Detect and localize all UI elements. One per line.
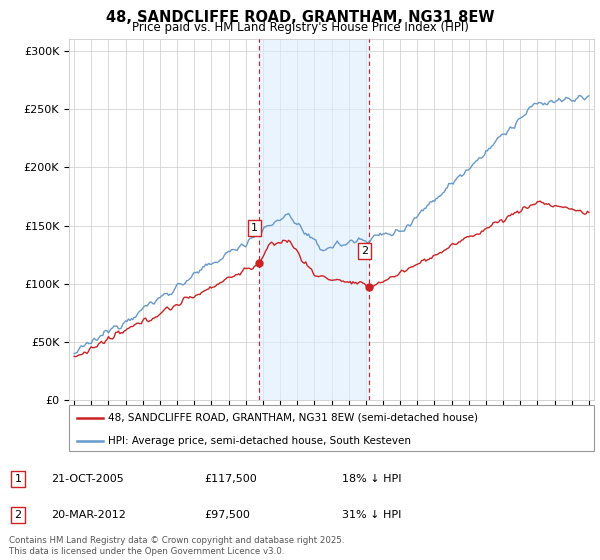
Text: 1: 1	[14, 474, 22, 484]
Text: 31% ↓ HPI: 31% ↓ HPI	[342, 510, 401, 520]
FancyBboxPatch shape	[69, 405, 594, 451]
Text: 48, SANDCLIFFE ROAD, GRANTHAM, NG31 8EW: 48, SANDCLIFFE ROAD, GRANTHAM, NG31 8EW	[106, 10, 494, 25]
Text: 18% ↓ HPI: 18% ↓ HPI	[342, 474, 401, 484]
Text: 21-OCT-2005: 21-OCT-2005	[51, 474, 124, 484]
Text: £117,500: £117,500	[204, 474, 257, 484]
Text: HPI: Average price, semi-detached house, South Kesteven: HPI: Average price, semi-detached house,…	[109, 436, 412, 446]
Text: 2: 2	[361, 246, 368, 256]
Text: Contains HM Land Registry data © Crown copyright and database right 2025.
This d: Contains HM Land Registry data © Crown c…	[9, 536, 344, 556]
Text: 48, SANDCLIFFE ROAD, GRANTHAM, NG31 8EW (semi-detached house): 48, SANDCLIFFE ROAD, GRANTHAM, NG31 8EW …	[109, 413, 478, 423]
Text: 1: 1	[251, 223, 258, 233]
Text: Price paid vs. HM Land Registry's House Price Index (HPI): Price paid vs. HM Land Registry's House …	[131, 21, 469, 34]
Bar	[259, 39, 369, 400]
Text: 20-MAR-2012: 20-MAR-2012	[51, 510, 126, 520]
Text: £97,500: £97,500	[204, 510, 250, 520]
Text: 2: 2	[14, 510, 22, 520]
